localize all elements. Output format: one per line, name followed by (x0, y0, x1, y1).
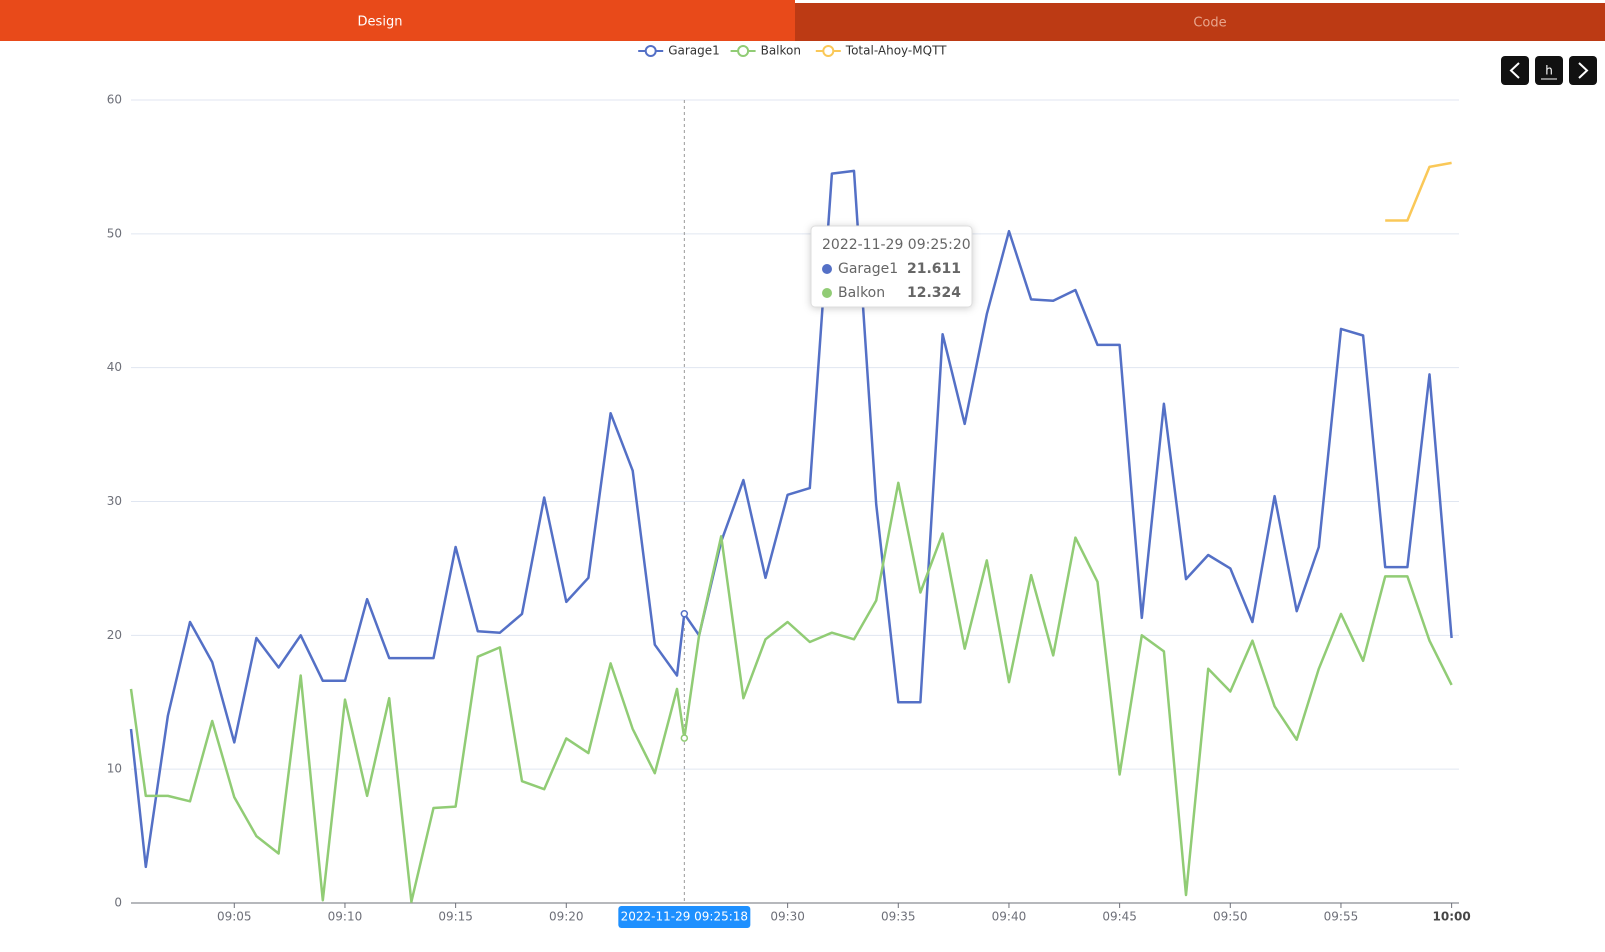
tooltip (810, 225, 973, 308)
x-tick-label: 09:55 (1324, 910, 1359, 924)
series-line (1385, 161, 1452, 222)
legend-marker (737, 45, 750, 57)
chevron-right (1578, 62, 1589, 79)
series-line (129, 169, 1453, 869)
tooltip-value: 12.324 (907, 285, 961, 301)
x-tick-label: 10:00 (1433, 910, 1471, 924)
y-tick-label: 0 (114, 896, 122, 910)
tab-code[interactable] (795, 3, 1605, 41)
h-button[interactable] (1535, 56, 1563, 85)
y-tick-label: 20 (107, 628, 122, 642)
x-tick-label: 09:15 (438, 910, 473, 924)
tooltip-value: 21.611 (907, 261, 961, 277)
chevron-left (1509, 62, 1520, 79)
legend-label: Balkon (761, 44, 801, 58)
prev-button[interactable] (1501, 56, 1529, 85)
x-tick-label: 09:20 (549, 910, 584, 924)
button-label[interactable]: h (1545, 64, 1553, 78)
tooltip-series: Garage1 (838, 261, 898, 277)
x-tick-label: 09:45 (1102, 910, 1137, 924)
x-tick-label: 09:10 (328, 910, 363, 924)
legend-marker (644, 45, 657, 57)
legend-label: Garage1 (668, 44, 720, 58)
tooltip-marker (822, 288, 832, 298)
axis-pointer-label: 2022-11-29 09:25:18 (621, 910, 748, 924)
tab-design[interactable] (0, 0, 795, 41)
nav-buttons: h (1501, 56, 1597, 85)
x-tick-label: 09:50 (1213, 910, 1248, 924)
tab-label[interactable]: Design (358, 15, 403, 30)
legend-label: Total-Ahoy-MQTT (845, 44, 947, 58)
axis-pointer-label-bg (618, 906, 751, 928)
tooltip-title: 2022-11-29 09:25:20 (822, 237, 971, 253)
y-tick-label: 40 (107, 360, 122, 374)
x-tick-label: 09:30 (770, 910, 805, 924)
y-tick-label: 10 (107, 762, 122, 776)
y-tick-label: 30 (107, 494, 122, 508)
x-tick-label: 09:05 (217, 910, 252, 924)
x-tick-label: 09:40 (992, 910, 1027, 924)
legend-marker (822, 45, 835, 57)
tab-label[interactable]: Code (1193, 16, 1226, 31)
y-tick-label: 60 (107, 93, 122, 107)
x-tick-label: 09:35 (881, 910, 916, 924)
hover-point (680, 610, 689, 618)
hover-point (680, 734, 689, 742)
tooltip-marker (822, 264, 832, 274)
tooltip-series: Balkon (838, 285, 885, 301)
series-line (129, 481, 1453, 903)
next-button[interactable] (1569, 56, 1597, 85)
y-tick-label: 50 (107, 226, 122, 240)
